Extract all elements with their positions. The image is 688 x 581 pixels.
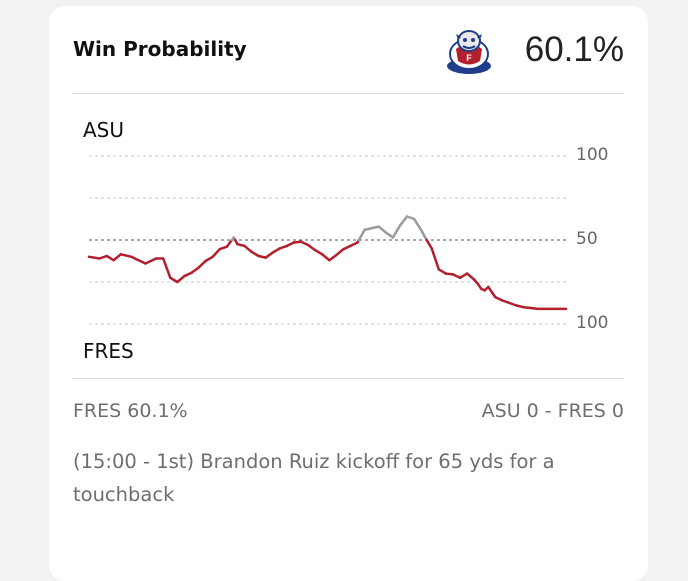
win-probability-segment [377,225,388,234]
win-probability-segment [271,247,282,254]
game-score: ASU 0 - FRES 0 [481,400,624,422]
win-probability-segment [105,254,115,262]
win-probability-segment [243,244,253,254]
card-title: Win Probability [73,37,247,61]
win-probability-segment [87,255,101,260]
win-probability-segment [225,238,234,248]
svg-text:F: F [466,53,472,63]
win-probability-segment [430,247,441,271]
win-probability-segment [169,276,179,284]
win-probability-segment [218,245,229,251]
win-probability-segment [144,257,158,265]
win-probability-segment [419,228,426,238]
fresno-state-bulldog-logo-icon: F [447,30,491,74]
win-probability-segment [285,241,296,248]
win-probability-segment [306,243,317,252]
win-probability-segment [313,248,324,256]
win-probability-segment [98,254,108,260]
win-probability-segment [451,273,462,280]
win-probability-value: 60.1% [524,30,624,69]
chart-divider [73,378,624,379]
header-divider [73,93,624,94]
win-probability-segment [391,224,402,239]
win-probability-segment [501,299,511,305]
y-tick-middle: 50 [576,229,598,249]
win-probability-segment [119,253,133,259]
bottom-team-label: FRES [83,339,134,363]
win-probability-segment [342,244,352,251]
win-probability-segment [137,258,147,265]
win-probability-segment [190,266,200,275]
y-tick-top: 100 [576,145,608,165]
win-probability-segment [176,274,186,284]
win-probability-segment [211,247,221,259]
last-play-description: (15:00 - 1st) Brandon Ruiz kickoff for 6… [73,450,555,506]
win-probability-segment [183,271,193,278]
win-probability-segment [458,272,469,280]
win-probability-segment [299,240,310,247]
win-probability-segment [197,259,207,269]
win-probability-segment [335,247,345,257]
win-probability-segment [278,244,289,250]
win-probability-segment [357,228,366,242]
win-probability-segment [398,215,409,227]
y-tick-bottom: 100 [576,313,608,333]
win-probability-segment [320,253,331,262]
win-probability-segment [412,217,423,232]
win-probability-card: Win Probability F 60.1% ASU FRES 100 50 … [49,6,648,581]
win-probability-segment [465,272,476,281]
win-probability-segment [384,231,395,239]
top-team-label: ASU [83,118,124,142]
win-probability-line [87,215,568,311]
win-probability-segment [264,251,274,259]
win-probability-segment [425,238,433,250]
win-probability-segment [328,253,338,262]
win-probability-segment [161,257,172,280]
win-probability-segment [405,215,416,221]
win-probability-segment [349,241,359,248]
win-probability-segment [250,250,260,258]
win-probability-chart: ASU FRES 100 50 100 [83,118,608,363]
win-probability-segment [494,295,504,302]
win-probability-segment [112,253,123,262]
win-probability-segment [130,255,140,262]
win-probability-segment [437,268,448,275]
win-probability-segment [204,255,214,263]
team-win-percentage: FRES 60.1% [73,400,188,422]
